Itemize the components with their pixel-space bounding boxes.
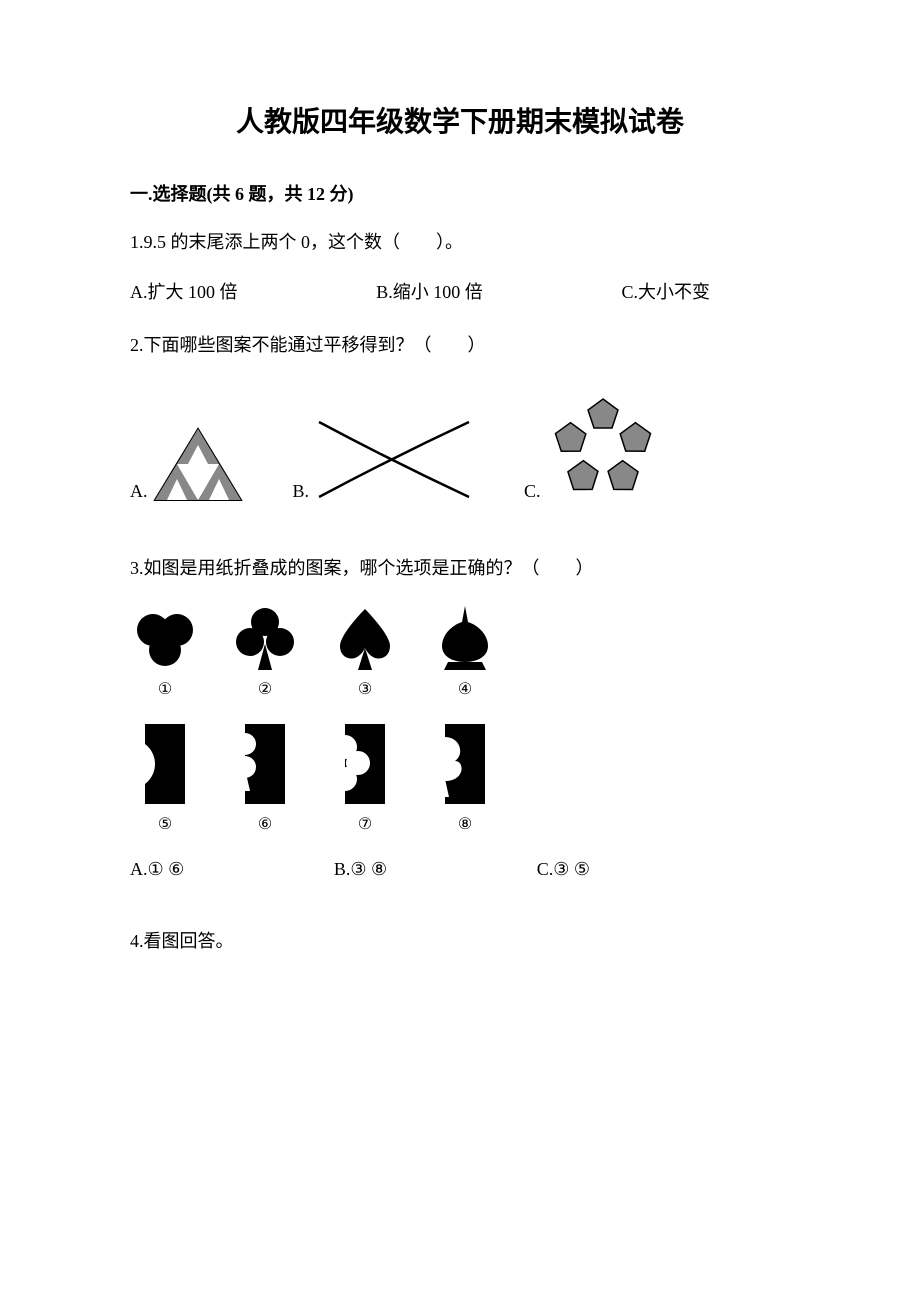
triangle-pattern-icon <box>153 427 243 502</box>
onion-dome-icon <box>430 604 500 674</box>
q3-label-1: ① <box>130 679 200 699</box>
option-label-c: C. <box>524 481 541 502</box>
fold-8-icon <box>430 719 500 809</box>
fold-6-icon <box>230 719 300 809</box>
q3-option-c: C.③ ⑤ <box>537 859 590 880</box>
clover-no-stem-icon <box>130 604 200 674</box>
clover-stem-icon <box>230 604 300 674</box>
question-3-figure: ① ② ③ ④ ⑤ ⑥ ⑦ ⑧ <box>130 604 790 834</box>
spade-icon <box>330 604 400 674</box>
section-1-header: 一.选择题(共 6 题，共 12 分) <box>130 180 790 206</box>
q1-option-c: C.大小不变 <box>621 278 710 304</box>
question-2-text: 2.下面哪些图案不能通过平移得到？（ ） <box>130 329 790 361</box>
q1-option-b: B.缩小 100 倍 <box>376 278 483 304</box>
q3-option-b: B.③ ⑧ <box>334 859 387 880</box>
question-2-options: A. B. C. <box>130 392 790 502</box>
q3-option-a: A.① ⑥ <box>130 859 184 880</box>
question-1-options: A.扩大 100 倍 B.缩小 100 倍 C.大小不变 <box>130 278 790 304</box>
curves-icon <box>314 417 474 502</box>
q3-label-8: ⑧ <box>430 814 500 834</box>
page-title: 人教版四年级数学下册期末模拟试卷 <box>130 100 790 140</box>
question-3-options: A.① ⑥ B.③ ⑧ C.③ ⑤ <box>130 859 790 880</box>
option-label-b: B. <box>293 481 310 502</box>
q2-option-a: A. <box>130 427 243 502</box>
question-1-text: 1.9.5 的末尾添上两个 0，这个数（ ）。 <box>130 226 790 258</box>
option-label-a: A. <box>130 481 148 502</box>
q2-option-b: B. <box>293 417 475 502</box>
q3-label-7: ⑦ <box>330 814 400 834</box>
q2-option-c: C. <box>524 392 661 502</box>
fold-5-icon <box>130 719 200 809</box>
q3-label-3: ③ <box>330 679 400 699</box>
q1-option-a: A.扩大 100 倍 <box>130 278 238 304</box>
q3-label-4: ④ <box>430 679 500 699</box>
fold-7-icon <box>330 719 400 809</box>
question-4-text: 4.看图回答。 <box>130 925 790 957</box>
pentagon-ring-icon <box>546 392 661 502</box>
q3-label-5: ⑤ <box>130 814 200 834</box>
q3-label-6: ⑥ <box>230 814 300 834</box>
question-3-text: 3.如图是用纸折叠成的图案，哪个选项是正确的？（ ） <box>130 552 790 584</box>
q3-label-2: ② <box>230 679 300 699</box>
